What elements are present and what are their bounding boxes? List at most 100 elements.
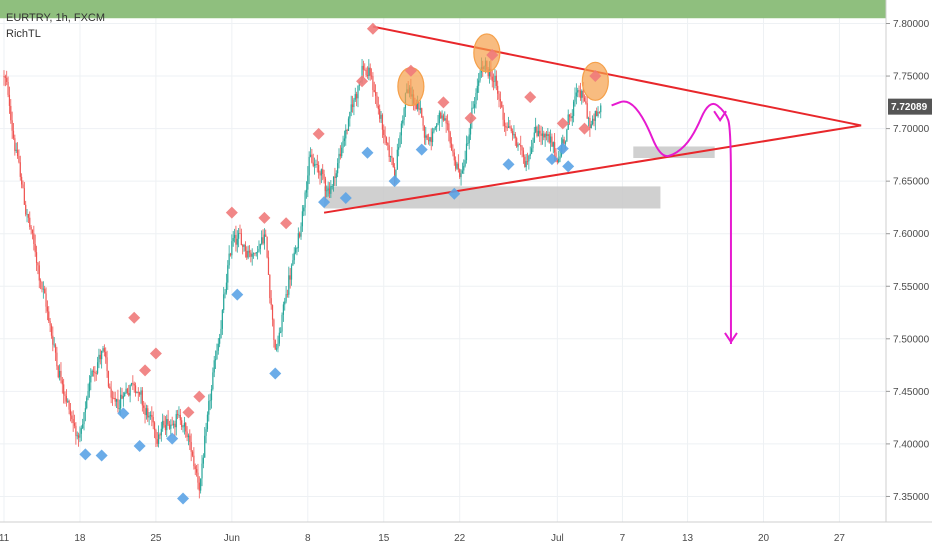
candle-body-338 xyxy=(461,170,464,174)
swing-low-marker-11 xyxy=(388,175,401,188)
candle-body-154 xyxy=(212,372,214,390)
candle-body-118 xyxy=(163,420,165,426)
candle-body-280 xyxy=(383,129,385,135)
candle-body-198 xyxy=(271,305,274,320)
candle-body-68 xyxy=(95,373,97,374)
candle-body-317 xyxy=(433,128,435,132)
candle-body-395 xyxy=(539,130,541,134)
swing-high-marker-18 xyxy=(589,70,602,83)
candle-body-168 xyxy=(231,241,233,256)
candle-body-426 xyxy=(581,90,583,98)
swing-high-marker-12 xyxy=(437,96,450,109)
candle-body-362 xyxy=(494,75,496,82)
symbol-label: EURTRY, 1h, FXCM xyxy=(6,12,105,24)
candle-body-11 xyxy=(18,155,20,163)
candle-body-1 xyxy=(4,76,6,78)
candle-body-357 xyxy=(487,69,489,77)
swing-low-marker-5 xyxy=(177,492,190,505)
candle-body-276 xyxy=(377,105,379,110)
candle-body-145 xyxy=(200,478,202,491)
candle-body-49 xyxy=(69,409,72,416)
candle-body-32 xyxy=(46,306,48,312)
candle-body-268 xyxy=(366,75,369,77)
swing-low-marker-16 xyxy=(556,142,569,155)
candle-body-238 xyxy=(326,190,328,192)
candle-body-328 xyxy=(448,123,450,133)
candle-body-275 xyxy=(376,95,378,106)
swing-high-marker-4 xyxy=(182,406,195,419)
time-axis-background xyxy=(0,522,932,550)
swing-high-marker-13 xyxy=(464,112,477,125)
candle-body-331 xyxy=(452,149,454,153)
candle-body-223 xyxy=(305,189,308,193)
candle-body-430 xyxy=(586,103,588,119)
candle-body-244 xyxy=(334,176,336,178)
candle-body-95 xyxy=(132,382,134,384)
candle-body-219 xyxy=(300,226,302,237)
candle-body-207 xyxy=(284,301,286,305)
candle-body-186 xyxy=(255,252,257,254)
candle-body-61 xyxy=(86,397,88,409)
candle-body-31 xyxy=(45,293,47,307)
candle-body-325 xyxy=(444,118,446,121)
candle-body-371 xyxy=(506,127,508,129)
time-tick-label-7: Jul xyxy=(551,533,564,544)
candle-body-413 xyxy=(563,139,565,144)
candle-body-269 xyxy=(368,67,370,77)
candle-body-172 xyxy=(236,238,238,245)
candle-body-36 xyxy=(52,335,54,345)
candle-body-157 xyxy=(216,350,218,360)
candle-body-335 xyxy=(457,163,459,170)
candle-body-240 xyxy=(328,188,331,194)
candle-body-164 xyxy=(225,282,228,293)
price-axis[interactable]: 7.80000 7.75000 7.70000 7.65000 7.60000 7.550… xyxy=(885,0,932,522)
candle-body-287 xyxy=(392,158,394,168)
candle-body-184 xyxy=(252,253,255,255)
candle-body-226 xyxy=(309,154,312,157)
candle-body-429 xyxy=(585,101,587,104)
candle-body-2 xyxy=(6,77,8,83)
candle-body-334 xyxy=(456,163,458,169)
candle-body-243 xyxy=(332,176,335,186)
candle-body-139 xyxy=(191,451,194,456)
candle-body-4 xyxy=(8,94,11,106)
candle-body-0 xyxy=(3,76,5,77)
candle-body-364 xyxy=(497,85,499,94)
candle-body-222 xyxy=(304,192,306,208)
candle-body-41 xyxy=(59,370,61,378)
candle-body-62 xyxy=(87,391,89,398)
candle-body-100 xyxy=(139,392,141,395)
candle-body-438 xyxy=(597,111,599,117)
candle-body-45 xyxy=(64,394,66,397)
candle-body-99 xyxy=(137,392,139,393)
candle-body-82 xyxy=(114,398,116,402)
candle-body-142 xyxy=(195,469,198,473)
candle-body-12 xyxy=(19,162,21,177)
candle-body-183 xyxy=(251,253,253,257)
swing-low-marker-10 xyxy=(361,146,374,159)
candle-body-22 xyxy=(33,233,35,244)
candle-body-60 xyxy=(84,408,86,413)
candle-body-107 xyxy=(148,415,150,418)
candle-body-119 xyxy=(164,425,166,431)
swing-low-marker-14 xyxy=(502,158,515,171)
candle-body-179 xyxy=(246,250,248,258)
candle-body-385 xyxy=(525,161,527,168)
candle-body-433 xyxy=(590,124,592,129)
candle-body-33 xyxy=(48,311,50,322)
candle-body-69 xyxy=(96,362,99,374)
time-axis[interactable]: 11 18 25 Jun 8 15 22 Jul 7 13 20 27 xyxy=(0,521,932,550)
candle-body-74 xyxy=(103,348,105,352)
candle-body-26 xyxy=(38,265,40,281)
candle-body-402 xyxy=(548,134,550,143)
candle-body-76 xyxy=(106,357,108,372)
candle-body-304 xyxy=(415,103,417,110)
swing-high-marker-5 xyxy=(225,206,238,219)
swing-low-marker-13 xyxy=(448,187,461,200)
candle-body-25 xyxy=(37,262,39,266)
candle-body-286 xyxy=(391,155,393,159)
candle-body-175 xyxy=(240,233,242,245)
candle-body-340 xyxy=(464,160,466,166)
candle-body-406 xyxy=(554,142,556,153)
